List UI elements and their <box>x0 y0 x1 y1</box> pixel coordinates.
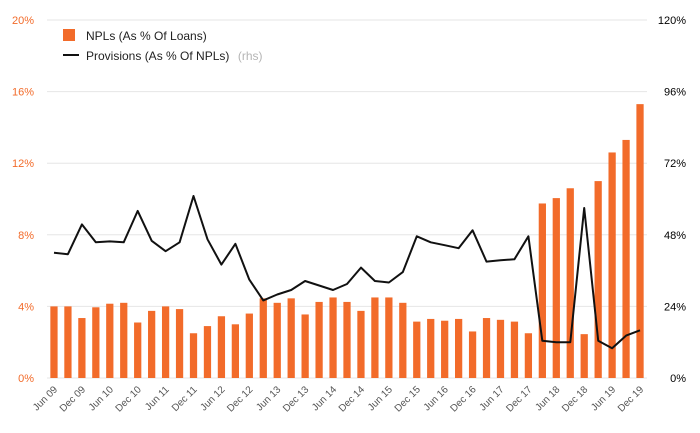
x-tick-label: Jun 19 <box>589 384 618 413</box>
x-tick-label: Jun 09 <box>31 384 60 413</box>
npl-bar <box>468 331 477 378</box>
x-tick-label: Jun 15 <box>366 384 395 413</box>
npl-bar <box>357 310 365 378</box>
npl-bar <box>50 306 58 378</box>
left-tick-label: 4% <box>18 301 34 313</box>
right-axis: 0% 24% 48% 72% 96% 120% <box>658 15 686 385</box>
npl-bar <box>580 334 588 378</box>
npl-bar <box>594 181 602 378</box>
npl-bar <box>538 203 546 378</box>
x-tick-label: Dec 15 <box>393 384 423 414</box>
npl-bar <box>78 318 86 378</box>
x-tick-label: Dec 13 <box>281 384 311 414</box>
legend-bar-label: NPLs (As % Of Loans) <box>86 29 207 43</box>
npl-bar <box>441 320 449 378</box>
npl-bar <box>496 319 505 378</box>
npl-bar <box>413 321 421 378</box>
npl-bar <box>301 314 309 378</box>
npl-bar <box>120 302 128 378</box>
x-tick-label: Dec 11 <box>170 384 200 414</box>
npl-bar <box>385 297 393 378</box>
left-tick-label: 8% <box>18 230 34 242</box>
x-tick-label: Dec 12 <box>225 384 255 414</box>
npl-bar <box>175 309 184 378</box>
x-tick-label: Dec 17 <box>504 384 534 414</box>
x-tick-label: Jun 16 <box>422 384 451 413</box>
npl-bar <box>636 104 644 378</box>
legend-line-label: Provisions (As % Of NPLs) <box>86 49 229 63</box>
left-axis: 0% 4% 8% 12% 16% 20% <box>12 15 34 385</box>
x-tick-label: Jun 18 <box>533 384 562 413</box>
provisions-line <box>53 195 641 350</box>
x-tick-label: Dec 09 <box>58 384 88 414</box>
npl-bar <box>148 310 156 378</box>
npl-bar <box>217 316 226 378</box>
legend: NPLs (As % Of Loans) Provisions (As % Of… <box>63 29 263 64</box>
npl-bar <box>203 326 212 378</box>
npl-bar <box>64 306 72 378</box>
npl-bar <box>552 198 560 378</box>
npl-bar <box>524 333 533 378</box>
legend-line-text: Provisions (As % Of NPLs) (rhs) <box>86 47 263 64</box>
npl-bar <box>106 303 114 378</box>
npl-bar <box>455 318 463 378</box>
npl-bar <box>482 318 491 378</box>
left-tick-label: 20% <box>12 15 34 27</box>
legend-bar-swatch <box>63 29 75 41</box>
npl-bar <box>622 139 630 378</box>
left-tick-label: 16% <box>12 87 34 99</box>
x-tick-label: Dec 16 <box>449 384 479 414</box>
x-tick-label: Dec 18 <box>560 384 590 414</box>
x-tick-label: Dec 10 <box>114 384 144 414</box>
x-tick-label: Dec 14 <box>337 384 367 414</box>
npl-bar <box>329 297 337 378</box>
right-tick-label: 48% <box>664 230 686 242</box>
x-tick-label: Jun 14 <box>310 384 339 413</box>
legend-line-note: (rhs) <box>238 49 263 63</box>
npl-bar <box>608 152 616 378</box>
left-tick-label: 12% <box>12 158 34 170</box>
npl-bar <box>566 188 574 378</box>
right-tick-label: 24% <box>664 301 686 313</box>
npl-bar <box>189 333 198 378</box>
npl-bar <box>343 301 351 378</box>
x-tick-label: Jun 12 <box>199 384 228 413</box>
right-tick-label: 120% <box>658 15 686 27</box>
x-tick-label: Jun 13 <box>254 384 283 413</box>
right-tick-label: 96% <box>664 87 686 99</box>
npl-bars <box>50 104 644 378</box>
npl-bar <box>273 302 281 378</box>
npl-bar <box>245 313 253 378</box>
npl-bar <box>315 301 323 378</box>
npl-bar <box>510 321 519 378</box>
gridlines <box>47 19 647 379</box>
left-tick-label: 0% <box>18 373 34 385</box>
npl-bar <box>161 306 170 378</box>
x-tick-label: Jun 10 <box>87 384 116 413</box>
right-tick-label: 0% <box>670 373 686 385</box>
x-tick-label: Jun 17 <box>478 384 507 413</box>
npl-bar <box>231 324 239 378</box>
npl-bar <box>399 302 407 378</box>
right-tick-label: 72% <box>664 158 686 170</box>
npl-bar <box>134 322 142 378</box>
npl-bar <box>371 297 379 378</box>
npl-bar <box>427 318 435 378</box>
x-tick-label: Dec 19 <box>616 384 646 414</box>
npl-bar <box>287 298 295 378</box>
npl-bar <box>259 298 267 378</box>
npl-bar <box>92 307 100 378</box>
x-tick-label: Jun 11 <box>143 384 172 413</box>
